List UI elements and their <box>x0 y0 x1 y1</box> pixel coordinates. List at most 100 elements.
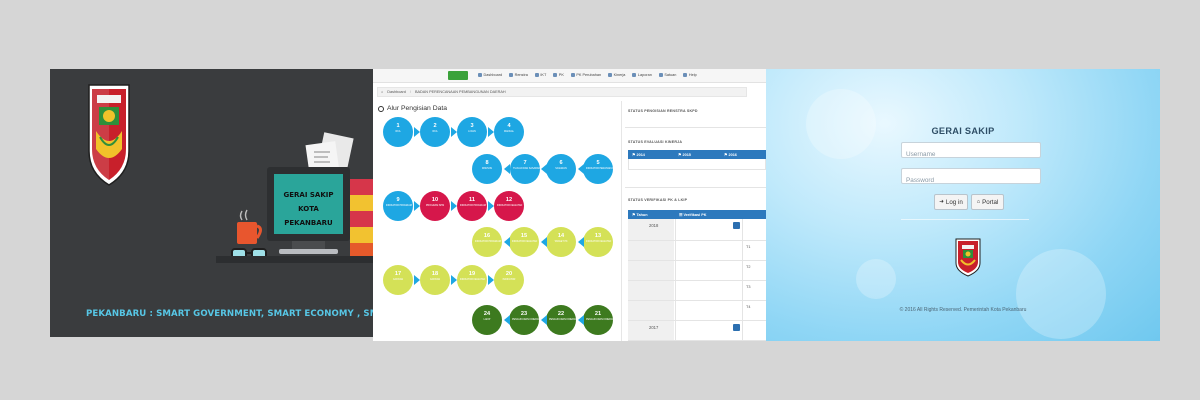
flow-step-label: INDIKATOR PROGRAM <box>475 240 501 243</box>
search-button[interactable] <box>733 222 740 229</box>
flow-step-number: 18 <box>431 271 439 277</box>
flow-step-number: 22 <box>557 311 565 317</box>
nav-item[interactable]: IKT <box>534 73 547 77</box>
dashboard-icon <box>478 73 482 77</box>
arrow-left-icon <box>504 164 510 174</box>
flow-step[interactable]: 13 INDIKATOR KEGIATAN <box>583 227 613 257</box>
table-cell-quarter: T4 <box>746 305 751 309</box>
breadcrumb-agency: BADAN PERENCANAAN PEMBANGUNAN DAERAH <box>414 90 506 94</box>
flow-step-label: INDIKATOR KEGIATAN <box>586 240 612 243</box>
nav-item[interactable]: Satuan <box>658 73 676 77</box>
nav-item[interactable]: PK <box>553 73 564 77</box>
flow-step[interactable]: 19 INDIKATOR KEGIATAN <box>457 265 487 295</box>
nav-menu: Dashboard Renstra IKT PK PK Perubahan Kinerja… <box>478 73 697 77</box>
breadcrumb-dashboard[interactable]: Dashboard <box>387 90 406 94</box>
flow-step-label: INDIKATOR PROGRAM <box>386 204 412 207</box>
flow-step-number: 16 <box>483 233 491 239</box>
flow-step[interactable]: 24 LAKIP <box>472 305 502 335</box>
table-row: T2 <box>628 261 766 281</box>
flow-step[interactable]: 21 PENGUKURAN KINERJA <box>583 305 613 335</box>
verifikasi-header-tahun: ⚑ Tahun <box>632 213 648 217</box>
divider <box>625 187 766 188</box>
nav-item[interactable]: Renstra <box>509 73 528 77</box>
clock-icon <box>378 105 384 112</box>
flow-step[interactable]: 17 CAPAIAN <box>383 265 413 295</box>
flow-step[interactable]: 6 SASARAN <box>546 154 576 184</box>
table-cell-quarter: T2 <box>746 265 751 269</box>
portal-button[interactable]: ⌂ Portal <box>971 194 1004 210</box>
nav-item-label: IKT <box>540 73 547 77</box>
username-field[interactable] <box>901 142 1041 162</box>
arrow-left-icon <box>578 164 584 174</box>
flow-step[interactable]: 11 INDIKATOR PROGRAM <box>457 191 487 221</box>
flow-step[interactable]: 2 RKA <box>420 117 450 147</box>
nav-item[interactable]: Help <box>683 73 697 77</box>
evaluasi-year-1: ⚑ 2014 <box>632 153 645 157</box>
flow-step-label: MISI/VISI <box>481 167 493 170</box>
table-cell-verifikasi <box>675 219 743 240</box>
table-cell-year: 2018 <box>628 219 674 240</box>
flow-step[interactable]: 1 RKA <box>383 117 413 147</box>
arrow-right-icon <box>488 127 494 137</box>
search-button[interactable] <box>733 324 740 331</box>
nav-item[interactable]: Dashboard <box>478 73 502 77</box>
breadcrumb-separator: / <box>409 90 411 94</box>
flow-step[interactable]: 20 INDIKATOR <box>494 265 524 295</box>
flow-step[interactable]: 12 INDIKATOR KEGIATAN <box>494 191 524 221</box>
flow-step[interactable]: 7 TUJUAN DAN SASARAN <box>510 154 540 184</box>
login-title: GERAI SAKIP <box>931 126 995 136</box>
arrow-left-icon <box>504 237 510 247</box>
verifikasi-header-pk: ☰ Verifikasi PK <box>679 213 707 217</box>
flow-step[interactable]: 14 TARGET PK <box>546 227 576 257</box>
username-input[interactable] <box>902 147 1040 162</box>
flow-step-label: TARGET PK <box>554 240 568 243</box>
flow-step-label: LAKIP <box>483 318 491 321</box>
password-field[interactable] <box>901 168 1041 188</box>
flow-step[interactable]: 16 INDIKATOR PROGRAM <box>472 227 502 257</box>
flow-step[interactable]: 10 PROGRAM SPM <box>420 191 450 221</box>
flow-step-number: 7 <box>523 160 527 166</box>
flow-step[interactable]: 3 LOGIN <box>457 117 487 147</box>
arrow-right-icon <box>488 275 494 285</box>
login-button[interactable]: ➜ Log in <box>934 194 968 210</box>
arrow-right-icon <box>414 275 420 285</box>
flow-step[interactable]: 22 PENGUKURAN KINERJA <box>546 305 576 335</box>
flow-step[interactable]: 23 PENGUKURAN KINERJA <box>509 305 539 335</box>
flow-step-number: 21 <box>594 311 602 317</box>
flow-step-number: 24 <box>483 311 491 317</box>
document-icon <box>570 73 575 77</box>
monitor-base <box>279 249 338 254</box>
password-input[interactable] <box>902 173 1040 188</box>
flow-step[interactable]: 4 MANUAL <box>494 117 524 147</box>
table-row: T3 <box>628 281 766 301</box>
evaluasi-header: ⚑ 2014 ⚑ 2015 ⚑ 2016 <box>628 150 766 159</box>
flow-step[interactable]: 8 MISI/VISI <box>472 154 502 184</box>
status-renstra-title: STATUS PENGISIAN RENSTRA SKPD <box>628 109 698 113</box>
evaluasi-year-2: ⚑ 2015 <box>678 153 691 157</box>
flow-step-number: 20 <box>505 271 513 277</box>
dashboard-panel: Dashboard Renstra IKT PK PK Perubahan Kinerja… <box>373 69 766 341</box>
table-cell-year: 2017 <box>628 321 674 340</box>
table-row: 2017 <box>628 321 766 341</box>
nav-item[interactable]: Kinerja <box>608 73 625 77</box>
copyright-footer: © 2016 All Rights Reserved. Pemerintah K… <box>899 307 1027 313</box>
table-cell-year <box>628 281 674 300</box>
flow-step-label: LOGIN <box>468 130 476 133</box>
top-navbar: Dashboard Renstra IKT PK PK Perubahan Kinerja… <box>373 69 766 83</box>
brand-logo[interactable] <box>448 71 468 80</box>
unit-icon <box>658 73 663 77</box>
document-icon <box>553 73 558 77</box>
nav-item[interactable]: PK Perubahan <box>570 73 601 77</box>
nav-item[interactable]: Laporan <box>632 73 652 77</box>
coffee-mug-icon <box>237 209 262 244</box>
flow-step-label: PENGUKURAN KINERJA <box>512 318 539 321</box>
flow-step[interactable]: 18 CAPAIAN <box>420 265 450 295</box>
monitor-title-line1: GERAI SAKIP <box>283 191 334 199</box>
city-emblem-logo <box>88 84 130 186</box>
arrow-right-icon <box>451 127 457 137</box>
flow-step[interactable]: 15 INDIKATOR KEGIATAN <box>509 227 539 257</box>
flow-step-number: 12 <box>505 197 513 203</box>
flow-step[interactable]: 9 INDIKATOR PROGRAM <box>383 191 413 221</box>
column-divider <box>621 101 622 341</box>
